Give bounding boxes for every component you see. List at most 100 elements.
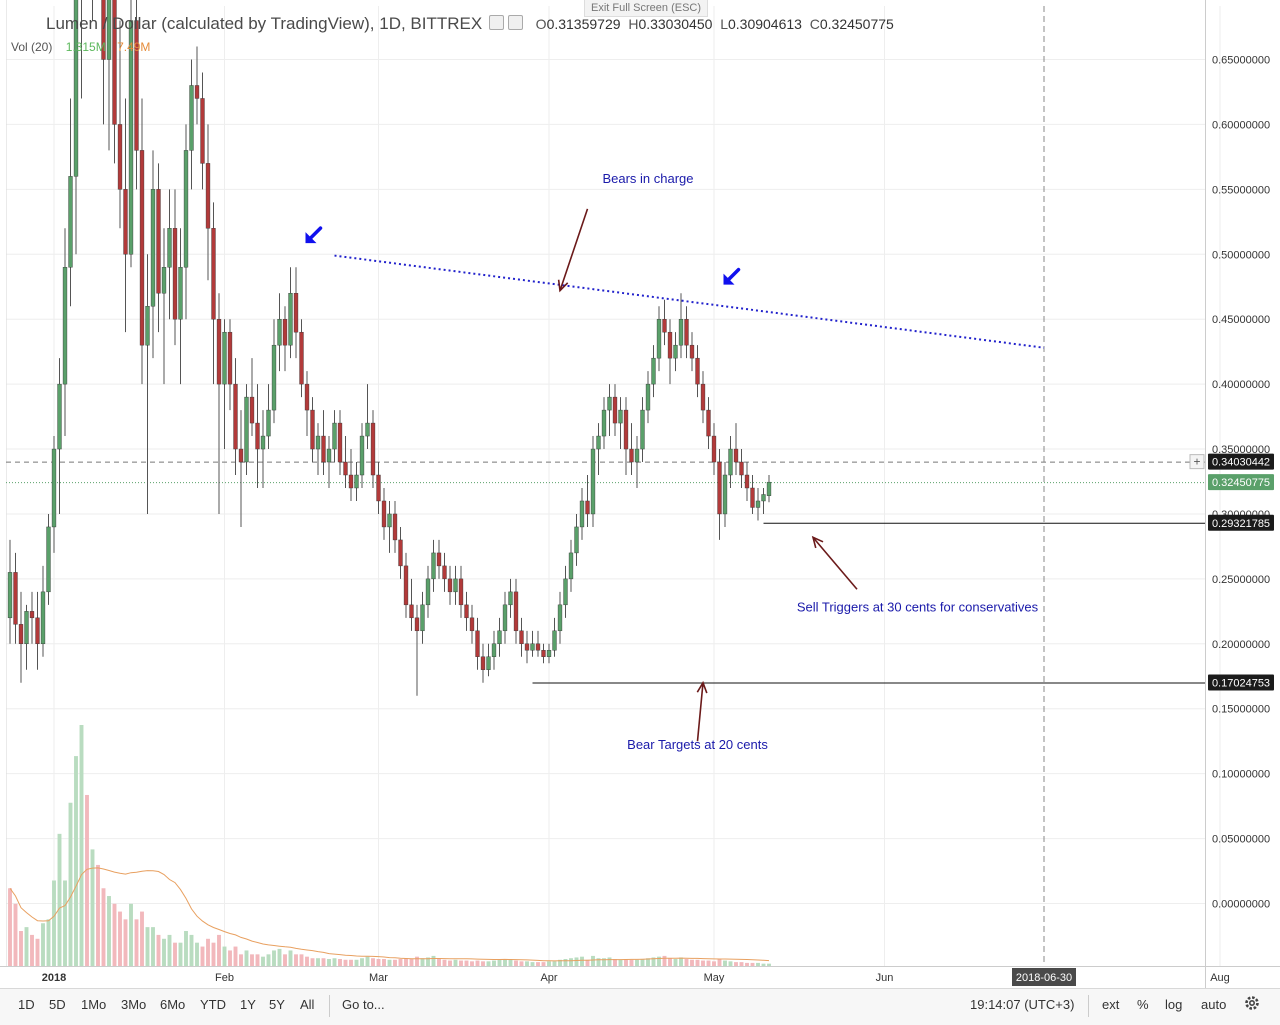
candle-body <box>590 448 596 515</box>
candle-body <box>205 163 211 229</box>
blue-arrow-icon <box>723 267 741 285</box>
volume-bar <box>134 919 139 966</box>
range-ytd-button[interactable]: YTD <box>200 997 226 1012</box>
candle-body <box>618 409 623 424</box>
price-label-box <box>1208 474 1274 491</box>
volume-bar <box>129 903 133 966</box>
candle-body <box>46 526 51 593</box>
volume-bar <box>68 802 73 966</box>
goto-button[interactable]: Go to... <box>342 997 385 1012</box>
volume-bar <box>244 950 249 966</box>
add-alert-button[interactable] <box>1189 454 1205 470</box>
volume-bar <box>118 911 122 966</box>
volume-bar <box>508 959 513 966</box>
candle-body <box>662 318 667 333</box>
volume-bar <box>354 959 359 966</box>
range-1d-button[interactable]: 1D <box>18 997 35 1012</box>
volume-bar <box>167 934 172 966</box>
volume-bar <box>200 946 205 966</box>
volume-bar <box>712 961 716 966</box>
candle-body <box>293 293 299 333</box>
volume-bar <box>453 959 458 966</box>
price-label-box <box>1208 514 1274 531</box>
volume-bar <box>107 896 111 966</box>
volume-bar <box>558 959 562 966</box>
range-6mo-button[interactable]: 6Mo <box>160 997 186 1012</box>
volume-bar <box>585 959 590 966</box>
candle-body <box>733 448 739 463</box>
compare-icon[interactable] <box>507 15 523 30</box>
candle-body <box>227 331 233 385</box>
range-1y-button[interactable]: 1Y <box>240 997 256 1012</box>
range-1mo-button[interactable]: 1Mo <box>81 997 107 1012</box>
candle-body <box>156 189 161 294</box>
x-axis[interactable]: 2018 Feb Mar Apr May Jun 2018-06-30 Aug <box>42 968 1230 986</box>
range-all-button[interactable]: All <box>300 997 315 1012</box>
symbol-title: Lumen / Dollar (calculated by TradingVie… <box>46 14 483 33</box>
volume-bar <box>497 959 502 966</box>
settings-small-icon[interactable] <box>488 15 504 30</box>
volume-bar <box>338 959 342 966</box>
volume-bar <box>140 911 144 966</box>
bottom-toolbar: 1D 5D 1Mo 3Mo 6Mo YTD 1Y 5Y All Go to...… <box>0 988 1280 1025</box>
volume-bar <box>695 959 700 966</box>
y-axis[interactable]: 0.65000000 0.60000000 0.55000000 0.50000000… <box>1212 55 1270 911</box>
candle-body <box>337 422 343 463</box>
candle-body <box>453 578 458 593</box>
candle-body <box>541 650 546 657</box>
candle-body <box>403 565 409 606</box>
volume-bar <box>228 950 232 966</box>
candle-body <box>458 578 464 606</box>
volume-bar <box>123 919 128 966</box>
candle-body <box>13 572 18 625</box>
clock: 19:14:07 (UTC+3) <box>970 997 1075 1012</box>
volume-bar <box>332 958 337 966</box>
range-3mo-button[interactable]: 3Mo <box>121 997 147 1012</box>
candle-body <box>612 396 618 424</box>
open-value: 0.31359729 <box>546 16 621 32</box>
volume-label: Vol (20) <box>11 40 53 54</box>
volume-bar <box>409 959 414 966</box>
volume-bar <box>514 960 518 966</box>
arrow-head <box>557 279 569 293</box>
volume-bar <box>189 934 194 966</box>
volume-bar <box>673 959 678 966</box>
volume-bar <box>233 946 238 966</box>
x-tick-label: 2018-06-30 <box>1016 972 1072 984</box>
log-button[interactable]: log <box>1165 997 1183 1012</box>
volume-bar <box>387 959 392 966</box>
volume-bar <box>739 962 744 966</box>
volume-bar <box>299 954 304 966</box>
x-tick-label: Aug <box>1210 972 1230 984</box>
auto-button[interactable]: auto <box>1201 997 1227 1012</box>
range-5y-button[interactable]: 5Y <box>269 997 285 1012</box>
annotation-text: Sell Triggers at 30 cents for conservati… <box>797 599 1039 614</box>
volume-bar <box>85 794 89 966</box>
trendline[interactable] <box>334 254 1045 349</box>
annotation-text: Bear Targets at 20 cents <box>627 737 768 752</box>
descending-trendline[interactable] <box>334 254 1045 349</box>
blue-arrow-icon <box>305 226 323 244</box>
candle-body <box>359 435 365 476</box>
volume-bar <box>602 958 606 966</box>
candle-body <box>255 422 260 450</box>
x-tick-label: Jun <box>876 972 894 984</box>
volume-bar <box>541 962 546 966</box>
candle-body <box>673 344 678 359</box>
percent-button[interactable]: % <box>1137 997 1149 1012</box>
volume-bar <box>437 959 441 966</box>
ext-button[interactable]: ext <box>1102 997 1120 1012</box>
candle-body <box>447 578 453 593</box>
gear-icon[interactable] <box>1243 994 1261 1015</box>
candle-body <box>568 552 574 580</box>
exit-fullscreen-button[interactable]: Exit Full Screen (ESC) <box>584 0 709 17</box>
candle-body <box>326 448 332 463</box>
range-5d-button[interactable]: 5D <box>49 997 66 1012</box>
candle-body <box>409 604 414 619</box>
candle-body <box>728 448 733 476</box>
x-tick-label: Mar <box>369 972 388 984</box>
arrow-line <box>696 682 704 742</box>
volume-bar <box>481 961 485 966</box>
volume-bar <box>294 954 298 966</box>
